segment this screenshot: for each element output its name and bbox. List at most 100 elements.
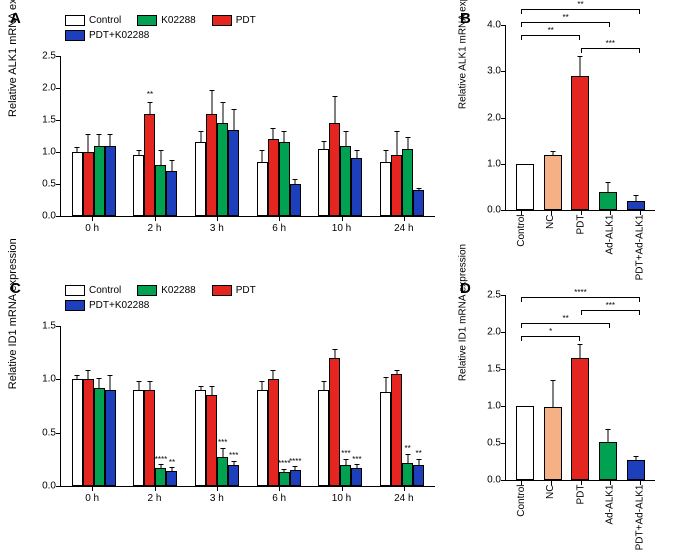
error-bar [636, 195, 637, 202]
bar [195, 142, 206, 216]
significance-bracket: **** [521, 297, 640, 302]
significance-label: ** [577, 1, 583, 9]
legend-swatch [65, 300, 85, 311]
bar [544, 407, 562, 480]
y-tick-label: 0.0 [31, 481, 56, 492]
error-bar [273, 370, 274, 380]
significance-bracket: ** [521, 22, 610, 27]
significance-label: ** [548, 27, 554, 35]
error-bar [149, 381, 150, 391]
bar-group [72, 326, 116, 486]
significance-label: ** [562, 315, 568, 323]
error-bar [200, 131, 201, 143]
y-tick [501, 210, 506, 211]
bar [413, 190, 424, 216]
legend-swatch [65, 30, 85, 41]
legend-text: PDT [236, 285, 256, 296]
x-tick-mark [551, 480, 552, 485]
x-tick-mark [640, 480, 641, 485]
panel-D: DRelative ID1 mRNA expression0.00.51.01.… [465, 285, 655, 535]
error-bar [99, 134, 100, 146]
legend-swatch [137, 285, 157, 296]
x-tick-mark [92, 486, 93, 491]
bar-group: ****** [133, 326, 177, 486]
significance-label: ** [562, 14, 568, 22]
error-bar [200, 386, 201, 391]
significance-label: *** [606, 40, 615, 48]
legend-text: K02288 [161, 15, 195, 26]
legend-swatch [212, 285, 232, 296]
error-bar [110, 375, 111, 391]
bar [217, 123, 228, 216]
significance-mark: *** [341, 450, 350, 458]
error-bar [77, 147, 78, 153]
legend-text: PDT+K02288 [89, 30, 149, 41]
bar [83, 152, 94, 216]
bar [391, 155, 402, 216]
bar [257, 390, 268, 486]
bar [133, 155, 144, 216]
bar-group [380, 56, 424, 216]
significance-bracket: ** [521, 35, 581, 40]
y-tick-label: 1.5 [31, 321, 56, 332]
y-tick-label: 1.5 [476, 364, 501, 375]
y-tick-label: 2.0 [31, 83, 56, 94]
y-axis-label: Relative ID1 mRNA expression [7, 238, 19, 389]
bar [290, 184, 301, 216]
x-tick-label: 0 h [85, 493, 99, 504]
bar-group: ****** [195, 326, 239, 486]
figure-grid: AControlK02288PDTPDT+K02288Relative ALK1… [15, 15, 662, 535]
legend-item: Control [65, 15, 121, 26]
x-tick-mark [217, 486, 218, 491]
x-tick-label: 6 h [272, 223, 286, 234]
x-tick-label: 2 h [148, 223, 162, 234]
bar-group: ** [133, 56, 177, 216]
x-tick-mark [551, 210, 552, 215]
x-tick-label: PDT+Ad-ALK1 [635, 485, 646, 550]
error-bar [385, 150, 386, 162]
error-bar [636, 456, 637, 461]
error-bar [295, 466, 296, 471]
error-bar [211, 386, 212, 396]
bar [206, 114, 217, 216]
y-axis-label: Relative ID1 mRNA expression [458, 244, 469, 381]
bar [599, 442, 617, 480]
bars-container: ****************************** [61, 326, 435, 486]
chart-wrap: Relative ALK1 mRNA expression0.01.02.03.… [465, 15, 655, 265]
bar: **** [279, 472, 290, 486]
legend-item: K02288 [137, 15, 195, 26]
significance-bracket: *** [581, 48, 641, 53]
x-tick-label: Ad-ALK1 [605, 485, 616, 525]
significance-mark: ** [415, 450, 421, 458]
y-tick-label: 2.0 [476, 112, 501, 123]
bar [155, 165, 166, 216]
x-tick-label: 2 h [148, 493, 162, 504]
bar [516, 406, 534, 480]
bar: ** [144, 114, 155, 216]
y-tick-label: 0.0 [476, 475, 501, 486]
legend: ControlK02288PDTPDT+K02288 [65, 285, 345, 311]
plot-area: 0.00.51.01.52.02.50 h2 h3 h6 h10 h24 h** [60, 56, 435, 217]
bar [402, 149, 413, 216]
legend-text: Control [89, 15, 121, 26]
legend-swatch [65, 15, 85, 26]
bar [72, 379, 83, 486]
x-tick-label: PDT [575, 485, 586, 505]
x-tick-mark [342, 216, 343, 221]
significance-mark: *** [352, 456, 361, 464]
significance-label: *** [606, 302, 615, 310]
significance-bracket: *** [581, 310, 641, 315]
error-bar [88, 134, 89, 153]
x-tick-label: PDT [575, 215, 586, 235]
error-bar [418, 188, 419, 191]
legend-item: PDT+K02288 [65, 300, 149, 311]
significance-mark: ** [404, 445, 410, 453]
error-bar [284, 131, 285, 143]
error-bar [345, 131, 346, 147]
bar [144, 390, 155, 486]
error-bar [149, 102, 150, 115]
bar [257, 162, 268, 216]
bar-group [318, 56, 362, 216]
x-tick-label: NC [545, 485, 556, 499]
significance-label: **** [574, 289, 586, 297]
